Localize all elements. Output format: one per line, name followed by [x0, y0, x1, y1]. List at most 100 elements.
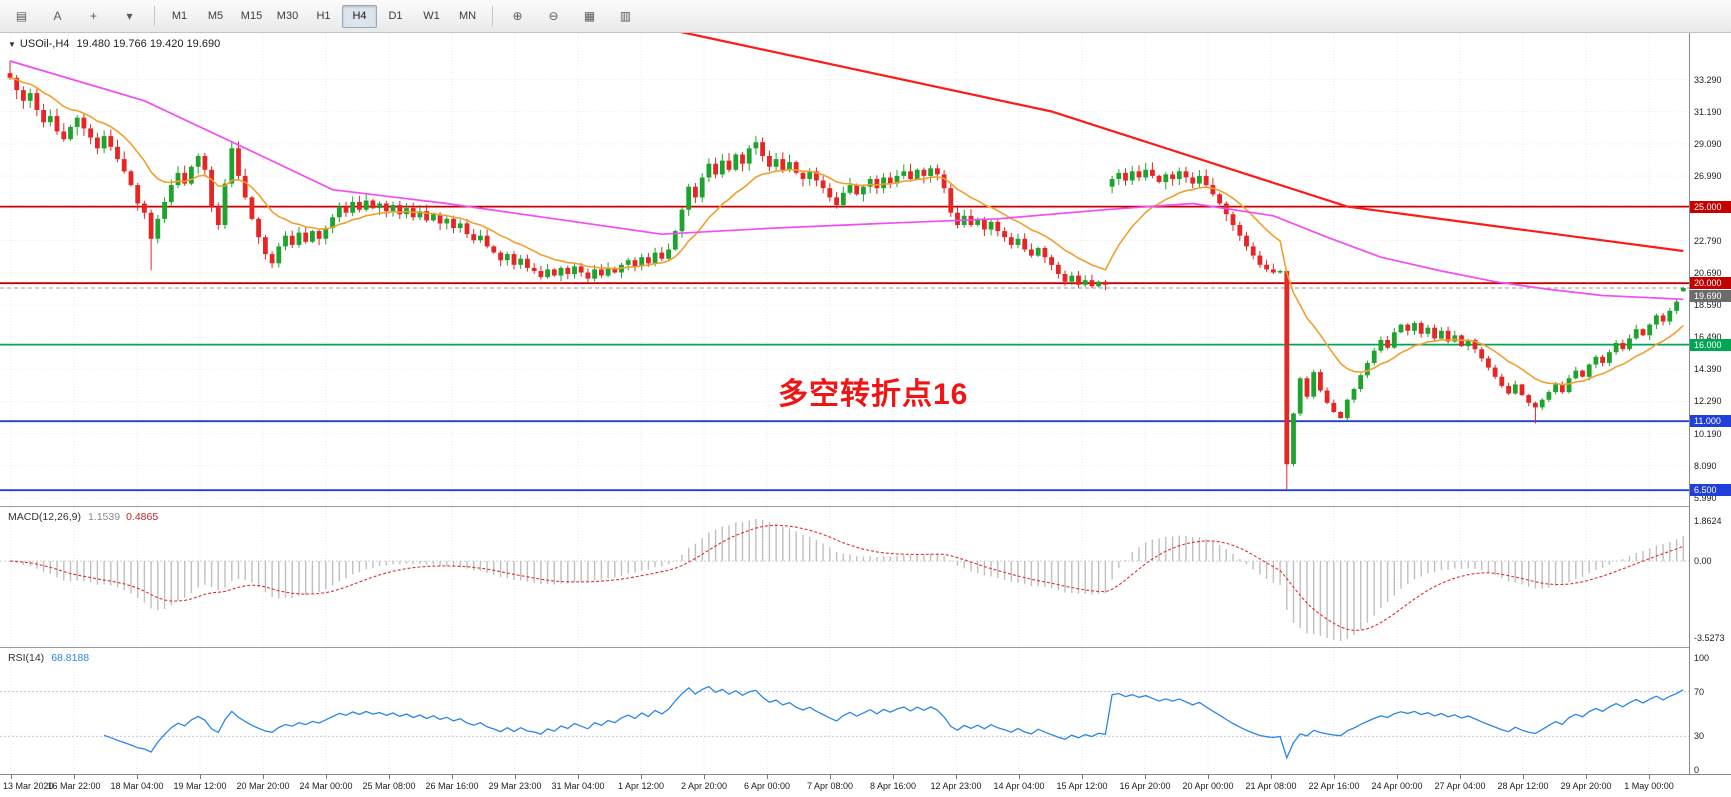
timeframe-h4-button[interactable]: H4 [342, 4, 377, 28]
time-tick [389, 775, 390, 779]
timeframe-m30-button[interactable]: M30 [276, 10, 299, 22]
time-tick-label: 18 Mar 04:00 [110, 781, 164, 791]
time-axis[interactable]: 13 Mar 2020 16 Mar 22:00 18 Mar 04:00 19 Ma… [0, 774, 1731, 797]
price-tick-label: 22.790 [1694, 235, 1722, 246]
timeframe-w1-button[interactable]: W1 [423, 10, 440, 22]
hline-price-badge: 16.000 [1690, 338, 1731, 351]
time-tick [1271, 775, 1272, 779]
time-tick [1334, 775, 1335, 779]
time-tick-label: 20 Mar 20:00 [236, 781, 290, 791]
hline-price-badge: 6.500 [1690, 484, 1731, 497]
time-tick-label: 26 Mar 16:00 [425, 781, 479, 791]
time-tick [137, 775, 138, 779]
toolbar-right-tools: ⊕ ⊖ ▦ ▥ [500, 5, 643, 28]
text-label-tool-icon[interactable]: A [53, 9, 62, 23]
time-tick-label: 14 Apr 04:00 [993, 781, 1045, 791]
macd-label: MACD(12,26,9) 1.1539 0.4865 [8, 511, 159, 523]
time-tick-label: 15 Apr 12:00 [1056, 781, 1108, 791]
time-tick [452, 775, 453, 779]
zoom-out-icon[interactable]: ⊖ [548, 9, 559, 23]
rsi-value: 68.8188 [51, 652, 90, 664]
time-tick [1208, 775, 1209, 779]
hline-price-badge: 25.000 [1690, 200, 1731, 213]
macd-main-value: 1.1539 [87, 511, 121, 523]
panel-separator[interactable] [0, 647, 1731, 648]
hline-price-badge: 20.000 [1690, 277, 1731, 290]
line-studies-dropdown-icon[interactable]: ▾ [126, 9, 133, 23]
timeframe-mn-button[interactable]: MN [458, 10, 477, 22]
macd-panel[interactable]: MACD(12,26,9) 1.1539 0.4865 [0, 507, 1689, 647]
panel-separator[interactable] [0, 506, 1731, 507]
rsi-level-label: 30 [1694, 731, 1705, 742]
rsi-indicator[interactable] [0, 648, 1689, 774]
price-tick-label: 31.190 [1694, 106, 1722, 117]
time-tick-label: 20 Apr 00:00 [1182, 781, 1234, 791]
time-tick-label: 2 Apr 20:00 [680, 781, 728, 791]
time-tick [1082, 775, 1083, 779]
toolbar-separator [154, 6, 155, 26]
chart-title: ▼ USOil-,H4 19.480 19.766 19.420 19.690 [8, 38, 220, 50]
time-tick-label: 1 Apr 12:00 [617, 781, 665, 791]
time-tick-label: 16 Apr 20:00 [1119, 781, 1171, 791]
main-chart-panel[interactable]: ▼ USOil-,H4 19.480 19.766 19.420 19.690 多空… [0, 33, 1689, 507]
time-tick-label: 8 Apr 16:00 [869, 781, 917, 791]
crosshair-tool-icon[interactable]: + [89, 9, 97, 23]
time-tick [578, 775, 579, 779]
price-tick-label: 14.390 [1694, 364, 1722, 375]
time-tick-label: 22 Apr 16:00 [1308, 781, 1360, 791]
symbol-label: USOil-,H4 [19, 38, 70, 50]
timeframe-d1-button[interactable]: D1 [388, 10, 403, 22]
macd-max-label: 1.8624 [1694, 516, 1722, 526]
current-price-badge: 19.690 [1690, 289, 1731, 302]
macd-indicator[interactable] [0, 507, 1689, 647]
time-tick [1145, 775, 1146, 779]
price-tick-label: 10.190 [1694, 428, 1722, 439]
candlestick-chart[interactable] [0, 33, 1689, 507]
price-tick-label: 20.690 [1694, 267, 1722, 278]
macd-signal-value: 0.4865 [126, 511, 159, 523]
price-tick-label: 12.290 [1694, 396, 1722, 407]
time-tick [1460, 775, 1461, 779]
time-tick [1397, 775, 1398, 779]
time-tick-label: 7 Apr 08:00 [806, 781, 854, 791]
timeframe-group: M1 M5 M15 M30 H1 H4 D1 W1 MN [162, 4, 485, 28]
timeframe-m15-button[interactable]: M15 [240, 10, 263, 22]
price-scale[interactable]: 33.29031.19029.09026.99024.89022.79020.6… [1689, 33, 1731, 775]
time-tick [74, 775, 75, 779]
time-tick-label: 29 Mar 23:00 [488, 781, 542, 791]
time-tick [515, 775, 516, 779]
time-tick-label: 24 Apr 00:00 [1371, 781, 1423, 791]
charts-toolbar-icon[interactable]: ▤ [15, 9, 28, 23]
timeframe-m5-button[interactable]: M5 [207, 10, 224, 22]
time-tick-label: 1 May 00:00 [1624, 781, 1674, 791]
time-tick [641, 775, 642, 779]
time-tick-label: 13 Mar 2020 [3, 781, 54, 791]
macd-min-label: -3.5273 [1694, 633, 1725, 643]
time-tick [11, 775, 12, 779]
timeframe-h1-button[interactable]: H1 [316, 10, 331, 22]
toolbar-separator [492, 6, 493, 26]
chart-annotation-text: 多空转折点16 [778, 378, 969, 411]
timeframe-m1-button[interactable]: M1 [171, 10, 188, 22]
time-tick-label: 6 Apr 00:00 [743, 781, 791, 791]
time-tick [326, 775, 327, 779]
time-tick-label: 12 Apr 23:00 [930, 781, 982, 791]
rsi-panel[interactable]: RSI(14) 68.8188 [0, 648, 1689, 774]
time-tick-label: 24 Mar 00:00 [299, 781, 353, 791]
rsi-level-label: 100 [1694, 653, 1710, 663]
zoom-in-icon[interactable]: ⊕ [512, 9, 523, 23]
price-tick-label: 8.090 [1694, 460, 1717, 471]
time-tick [200, 775, 201, 779]
time-tick-label: 21 Apr 08:00 [1245, 781, 1297, 791]
indicators-icon[interactable]: ▦ [583, 9, 596, 23]
time-tick [1649, 775, 1650, 779]
time-tick [263, 775, 264, 779]
time-tick [956, 775, 957, 779]
time-tick [830, 775, 831, 779]
chevron-down-icon[interactable]: ▼ [8, 40, 16, 49]
time-tick [767, 775, 768, 779]
time-tick-label: 31 Mar 04:00 [551, 781, 605, 791]
rsi-level-label: 70 [1694, 686, 1705, 697]
templates-icon[interactable]: ▥ [619, 9, 632, 23]
